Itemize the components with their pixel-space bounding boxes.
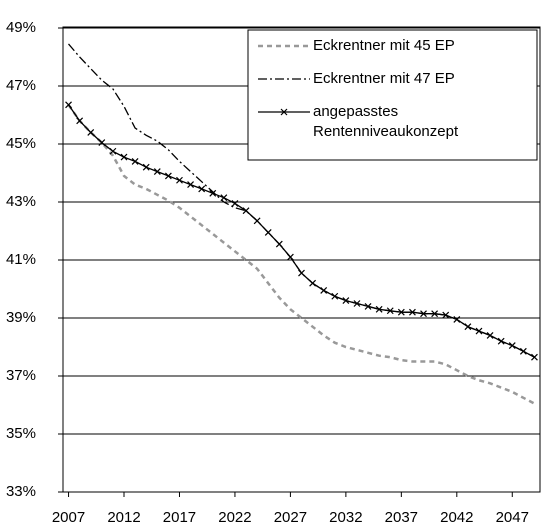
marker: [176, 176, 183, 184]
marker: [264, 229, 272, 236]
marker: [431, 310, 439, 318]
marker: [187, 181, 194, 189]
marker: [198, 185, 206, 193]
marker: [353, 300, 361, 307]
x-tick-label: 2047: [496, 509, 529, 526]
marker: [87, 128, 95, 136]
marker: [320, 287, 328, 294]
x-tick-label: 2007: [52, 509, 85, 526]
x-tick-label: 2042: [440, 509, 473, 526]
x-tick-label: 2017: [163, 509, 196, 526]
y-tick-label: 43%: [6, 193, 36, 210]
marker: [220, 194, 228, 202]
marker: [309, 279, 317, 287]
marker: [131, 157, 139, 165]
marker: [519, 347, 527, 355]
marker: [475, 327, 483, 335]
marker: [253, 217, 261, 225]
marker: [286, 253, 294, 261]
x-tick-label: 2037: [385, 509, 418, 526]
marker: [65, 101, 72, 109]
marker: [486, 331, 494, 339]
plot-frame: [62, 26, 541, 493]
marker: [442, 311, 450, 319]
legend-box: [247, 29, 538, 161]
marker: [420, 310, 427, 318]
marker: [397, 308, 405, 316]
y-tick-label: 35%: [6, 425, 36, 442]
legend-marker: [280, 108, 288, 116]
marker: [409, 308, 416, 316]
marker: [497, 337, 505, 345]
y-tick-label: 45%: [6, 135, 36, 152]
marker: [342, 297, 350, 305]
marker: [375, 305, 383, 313]
x-tick-label: 2022: [218, 509, 251, 526]
legend-label: Eckrentner mit 47 EP: [313, 70, 455, 87]
marker: [453, 316, 461, 323]
legend-label: Eckrentner mit 45 EP: [313, 37, 455, 54]
marker: [386, 307, 394, 315]
x-tick-label: 2032: [329, 509, 362, 526]
marker: [242, 207, 250, 215]
marker: [508, 342, 516, 349]
marker: [164, 172, 172, 180]
y-tick-label: 47%: [6, 77, 36, 94]
marker: [109, 147, 117, 155]
y-tick-label: 39%: [6, 309, 36, 326]
x-tick-label: 2027: [274, 509, 307, 526]
y-tick-label: 41%: [6, 251, 36, 268]
marker: [120, 153, 128, 161]
marker: [209, 189, 217, 197]
y-tick-label: 37%: [6, 367, 36, 384]
y-tick-label: 33%: [6, 483, 36, 500]
marker: [464, 323, 472, 331]
marker: [531, 353, 538, 361]
series-line: [67, 104, 536, 405]
marker: [275, 240, 283, 248]
marker: [142, 163, 150, 171]
y-tick-label: 49%: [6, 19, 36, 36]
marker: [231, 200, 239, 207]
legend-label: angepasstes Rentenniveaukonzept: [313, 103, 459, 140]
marker: [98, 139, 106, 146]
x-tick-label: 2012: [107, 509, 140, 526]
marker: [364, 302, 372, 310]
marker: [331, 292, 339, 300]
marker: [153, 168, 161, 175]
marker: [76, 117, 84, 125]
marker: [298, 269, 305, 277]
